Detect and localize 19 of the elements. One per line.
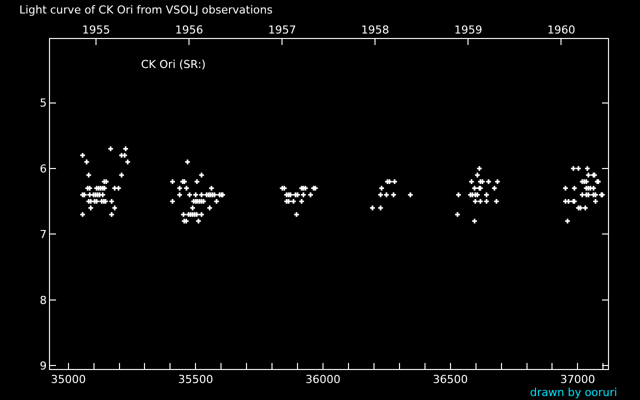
x2-tick-label: 1960 [547,24,576,37]
x-tick-label: 35000 [50,373,86,386]
y-tick-label: 8 [40,294,47,307]
chart-title: Light curve of CK Ori from VSOLJ observations [19,4,273,17]
y-tick-label: 5 [40,96,47,110]
annotation: CK Ori (SR:) [141,58,206,71]
text: drawn by ooruri [530,386,618,399]
x2-tick-label: 1955 [82,24,110,37]
y-tick-label: 6 [40,162,47,176]
y-tick-label: 7 [40,228,47,242]
x2-tick-label: 1959 [454,24,482,37]
x-tick-label: 36500 [432,373,468,386]
x2-tick-label: 1956 [175,24,204,37]
x-tick-label: 37000 [560,373,596,386]
x-tick-label: 36000 [306,373,341,386]
x2-tick-label: 1958 [361,24,390,37]
x2-tick-label: 1957 [268,24,296,37]
y-tick-label: 9 [40,360,47,373]
x-tick-label: 35500 [178,373,214,386]
